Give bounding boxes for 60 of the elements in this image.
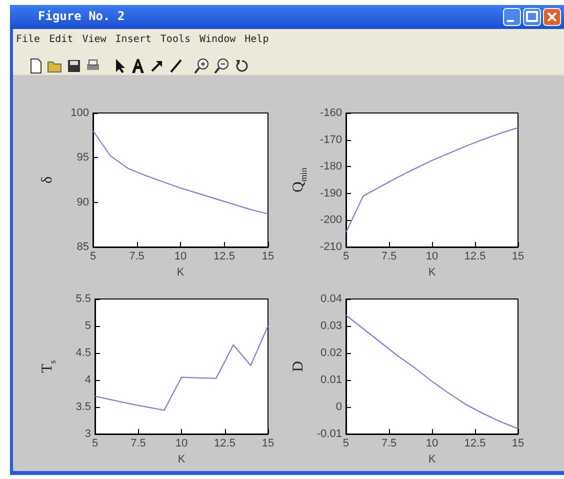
x-tick-label: 5	[342, 250, 350, 262]
x-tick-label: 10	[175, 438, 188, 450]
text: Window	[200, 34, 236, 45]
y-tick-label: 5.5	[76, 293, 91, 305]
x-tick-label: 12.5	[464, 438, 486, 450]
x-tick-label: 12.5	[214, 438, 236, 450]
y-tick-label: 0.02	[320, 347, 342, 359]
x-tick-label: 15	[512, 438, 524, 450]
text: View	[82, 34, 106, 45]
y-tick-label: 95	[76, 152, 89, 164]
y-tick-label: 0	[336, 401, 342, 413]
y-axis-title: δ	[40, 176, 56, 184]
y-tick-label: 90	[76, 196, 89, 208]
x-tick-label: 7.5	[130, 438, 146, 450]
x-axis-title: K	[428, 266, 436, 278]
text: File	[16, 34, 40, 45]
x-tick-label: 12.5	[464, 250, 486, 262]
x-tick-label: 7.5	[381, 250, 397, 262]
x-tick-label: 7.5	[129, 250, 144, 262]
y-tick-label: -180	[320, 160, 342, 173]
x-tick-label: 10	[426, 438, 438, 450]
text: Figure No. 2	[38, 9, 125, 23]
x-tick-label: 5	[342, 438, 350, 450]
y-tick-label: -210	[320, 241, 342, 253]
y-tick-label: 100	[70, 107, 89, 119]
x-tick-label: 7.5	[381, 438, 397, 450]
x-axis-title: K	[178, 454, 186, 466]
y-tick-label: -200	[320, 214, 342, 226]
y-axis-title: Qmin	[290, 167, 308, 192]
x-tick-label: 10	[174, 250, 187, 262]
y-tick-label: 4.5	[76, 347, 91, 359]
x-axis-title: K	[428, 454, 436, 466]
x-tick-label: 15	[262, 250, 274, 262]
x-tick-label: 10	[426, 250, 438, 262]
y-axis-title: D	[290, 360, 306, 372]
y-tick-label: -160	[320, 107, 342, 119]
line-series	[346, 127, 518, 233]
y-tick-label: 5	[84, 320, 91, 332]
x-tick-label: 15	[512, 250, 524, 262]
line-series	[345, 314, 518, 430]
y-tick-label: -170	[320, 134, 342, 146]
text: Edit	[49, 34, 74, 45]
x-tick-label: 12.5	[214, 250, 235, 262]
y-tick-label: -190	[320, 187, 342, 200]
y-tick-label: 4	[84, 374, 91, 386]
line-series	[92, 130, 268, 214]
y-tick-label: -0.01	[316, 428, 342, 440]
x-tick-label: 15	[262, 438, 274, 450]
y-tick-label: 0.01	[320, 374, 342, 386]
y-tick-label: 3	[84, 428, 91, 440]
y-tick-label: 3.5	[76, 401, 91, 413]
y-tick-label: 0.03	[320, 320, 342, 332]
text: Tools	[160, 34, 191, 45]
y-tick-label: 0.04	[320, 293, 342, 305]
text: Help	[244, 34, 269, 45]
y-axis-title: Ts	[40, 360, 58, 373]
text: Insert	[115, 34, 152, 45]
line-series	[94, 326, 268, 411]
y-tick-label: 85	[76, 241, 89, 253]
x-axis-title: K	[176, 266, 185, 278]
